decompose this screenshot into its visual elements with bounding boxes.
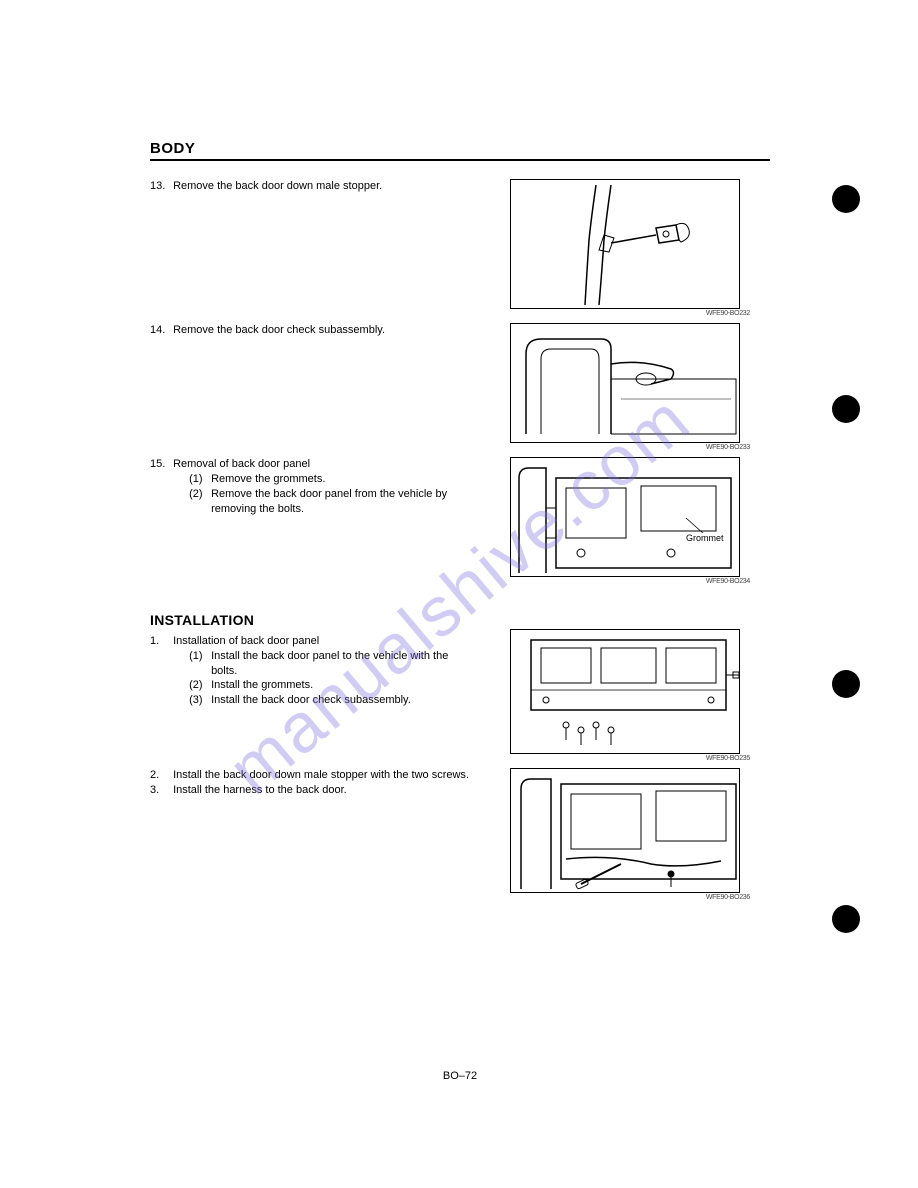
figure-column: WFE90-BO235 (510, 611, 750, 762)
step-text: 14. Remove the back door check subassemb… (150, 323, 490, 338)
figure-ref: WFE90-BO232 (510, 310, 750, 317)
manual-page: BODY 13. Remove the back door down male … (150, 140, 770, 907)
install-row: INSTALLATION 1. Installation of back doo… (150, 611, 770, 762)
step-body: Remove the back door check subassembly. (173, 323, 473, 338)
stopper-diagram-icon (511, 180, 741, 310)
section-header: BODY (150, 140, 770, 161)
step-line: 3. Install the harness to the back door. (150, 783, 490, 798)
step-number: 15. (150, 457, 170, 472)
installation-heading: INSTALLATION (150, 611, 490, 630)
hole-punch-icon (832, 905, 860, 933)
figure-ref: WFE90-BO236 (510, 894, 750, 901)
figure-box: Grommet (510, 457, 740, 577)
step-number: 14. (150, 323, 170, 338)
step-number: 1. (150, 634, 170, 649)
step-number: 3. (150, 783, 170, 798)
door-panel-diagram-icon (511, 458, 741, 578)
step-body: Installation of back door panel (1)Insta… (173, 634, 473, 708)
hole-punch-icon (832, 395, 860, 423)
figure-box (510, 768, 740, 893)
figure-label: Grommet (686, 533, 724, 543)
step-number: 2. (150, 768, 170, 783)
step-title: Installation of back door panel (173, 635, 319, 647)
install-panel-diagram-icon (511, 630, 741, 755)
step-number: 13. (150, 179, 170, 194)
sub-list: (1)Remove the grommets. (2)Remove the ba… (173, 472, 473, 517)
install-text: 2. Install the back door down male stopp… (150, 768, 490, 798)
step-row: 13. Remove the back door down male stopp… (150, 179, 770, 317)
install-text: INSTALLATION 1. Installation of back doo… (150, 611, 490, 708)
figure-ref: WFE90-BO235 (510, 755, 750, 762)
spacer (150, 591, 770, 611)
step-text: 15. Removal of back door panel (1)Remove… (150, 457, 490, 516)
sub-item: (2)Install the grommets. (189, 678, 473, 693)
figure-box (510, 629, 740, 754)
step-line: 2. Install the back door down male stopp… (150, 768, 490, 783)
step-body: Remove the back door down male stopper. (173, 179, 473, 194)
hole-punch-icon (832, 185, 860, 213)
figure-column: WFE90-BO236 (510, 768, 750, 901)
sub-item: (1)Remove the grommets. (189, 472, 473, 487)
step-row: 15. Removal of back door panel (1)Remove… (150, 457, 770, 585)
figure-column: WFE90-BO232 (510, 179, 750, 317)
step-text: 13. Remove the back door down male stopp… (150, 179, 490, 194)
sub-item: (1)Install the back door panel to the ve… (189, 649, 473, 679)
step-body: Removal of back door panel (1)Remove the… (173, 457, 473, 516)
hole-punch-icon (832, 670, 860, 698)
figure-column: WFE90-BO233 (510, 323, 750, 451)
page-number: BO–72 (150, 1070, 770, 1082)
install-row: 2. Install the back door down male stopp… (150, 768, 770, 901)
figure-column: Grommet WFE90-BO234 (510, 457, 750, 585)
check-subassembly-diagram-icon (511, 324, 741, 444)
step-body: Install the harness to the back door. (173, 783, 473, 798)
harness-diagram-icon (511, 769, 741, 894)
figure-ref: WFE90-BO234 (510, 578, 750, 585)
figure-ref: WFE90-BO233 (510, 444, 750, 451)
figure-box (510, 323, 740, 443)
sub-item: (3)Install the back door check subassemb… (189, 693, 473, 708)
step-title: Removal of back door panel (173, 458, 310, 470)
step-row: 14. Remove the back door check subassemb… (150, 323, 770, 451)
sub-item: (2)Remove the back door panel from the v… (189, 487, 473, 517)
sub-list: (1)Install the back door panel to the ve… (173, 649, 473, 708)
step-body: Install the back door down male stopper … (173, 768, 473, 783)
figure-box (510, 179, 740, 309)
